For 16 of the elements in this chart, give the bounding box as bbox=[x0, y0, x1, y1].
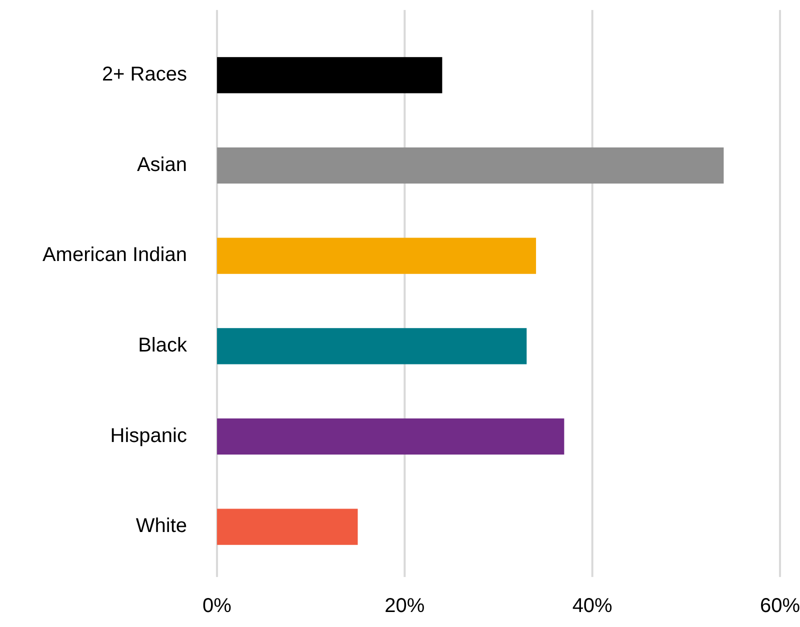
x-tick-label: 40% bbox=[572, 595, 613, 617]
x-tick-label: 0% bbox=[202, 595, 232, 617]
y-tick-label: White bbox=[136, 515, 187, 538]
y-tick-label: American Indian bbox=[42, 244, 187, 266]
x-tick-label: 60% bbox=[760, 595, 800, 617]
bar bbox=[217, 328, 527, 364]
y-tick-label: Asian bbox=[136, 154, 187, 176]
y-tick-label: Black bbox=[138, 334, 188, 356]
x-tick-label: 20% bbox=[384, 595, 425, 617]
bar bbox=[217, 418, 564, 455]
y-tick-label: 2+ Races bbox=[102, 63, 187, 86]
bar bbox=[217, 147, 724, 184]
bar bbox=[217, 238, 536, 274]
bar bbox=[217, 508, 358, 545]
y-tick-label: Hispanic bbox=[110, 424, 187, 447]
bar bbox=[217, 57, 442, 94]
